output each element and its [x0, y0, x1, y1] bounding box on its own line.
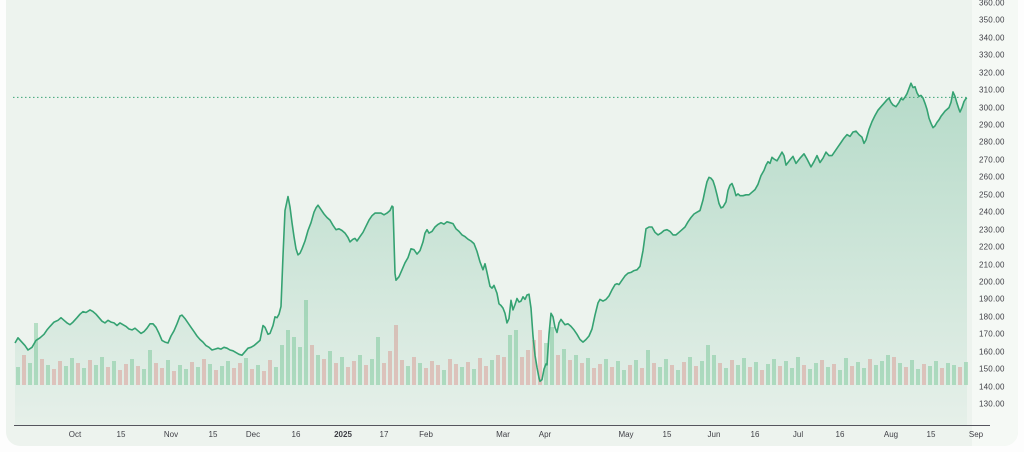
x-axis-label: Oct — [68, 430, 82, 439]
x-axis-label: Mar — [496, 430, 510, 439]
x-axis-label: 16 — [835, 430, 845, 439]
x-axis-label: 15 — [208, 430, 218, 439]
y-axis-label: 260.00 — [979, 172, 1005, 182]
y-axis-label: 290.00 — [979, 120, 1005, 130]
x-axis-label: 2025 — [334, 430, 352, 439]
y-axis-label: 210.00 — [979, 260, 1005, 270]
x-axis-label: 16 — [291, 430, 301, 439]
y-axis-label: 350.00 — [979, 15, 1005, 25]
x-axis-label: 15 — [116, 430, 126, 439]
y-axis-label: 270.00 — [979, 155, 1005, 165]
y-axis-label: 340.00 — [979, 33, 1005, 43]
y-axis-label: 170.00 — [979, 329, 1005, 339]
x-axis-label: Dec — [245, 430, 261, 439]
x-axis-line — [14, 425, 990, 426]
y-axis-label: 200.00 — [979, 277, 1005, 287]
x-axis-label: Nov — [163, 430, 179, 439]
chart-plot-area[interactable] — [13, 0, 968, 425]
x-axis-label: Sep — [968, 430, 984, 439]
y-axis-label: 310.00 — [979, 85, 1005, 95]
y-axis-label: 220.00 — [979, 242, 1005, 252]
y-axis-label: 320.00 — [979, 68, 1005, 78]
y-axis-label: 280.00 — [979, 137, 1005, 147]
y-axis-label: 230.00 — [979, 225, 1005, 235]
x-axis-label: 15 — [926, 430, 936, 439]
y-axis-label: 330.00 — [979, 50, 1005, 60]
price-chart-card: 360.00 350.00 340.00 330.00 320.00 310.00 300.… — [6, 0, 1018, 446]
x-axis[interactable]: Oct 15 Nov 15 Dec 16 2025 17 Feb Mar Apr May 15 Jun 16… — [14, 427, 990, 445]
x-axis-label: Apr — [538, 430, 552, 439]
y-axis-label: 160.00 — [979, 347, 1005, 357]
x-axis-label: 17 — [379, 430, 389, 439]
y-axis-label: 180.00 — [979, 312, 1005, 322]
y-axis-gutter — [972, 0, 1018, 446]
y-axis-label: 130.00 — [979, 399, 1005, 409]
y-axis-label: 140.00 — [979, 382, 1005, 392]
x-axis-label: Jul — [792, 430, 804, 439]
x-axis-label: Aug — [883, 430, 899, 439]
y-axis[interactable]: 360.00 350.00 340.00 330.00 320.00 310.00 300.… — [972, 0, 1018, 410]
price-area-chart[interactable] — [13, 0, 968, 425]
x-axis-label: May — [618, 430, 634, 439]
price-area-fill — [15, 83, 967, 425]
x-axis-label: Feb — [419, 430, 433, 439]
x-axis-label: 16 — [750, 430, 760, 439]
y-axis-label: 250.00 — [979, 190, 1005, 200]
y-axis-label: 360.00 — [979, 0, 1005, 8]
price-line — [14, 82, 968, 383]
x-axis-label: Jun — [707, 430, 721, 439]
y-axis-label: 190.00 — [979, 294, 1005, 304]
y-axis-label: 240.00 — [979, 207, 1005, 217]
x-axis-label: 15 — [662, 430, 672, 439]
y-axis-label: 300.00 — [979, 103, 1005, 113]
y-axis-label: 150.00 — [979, 364, 1005, 374]
